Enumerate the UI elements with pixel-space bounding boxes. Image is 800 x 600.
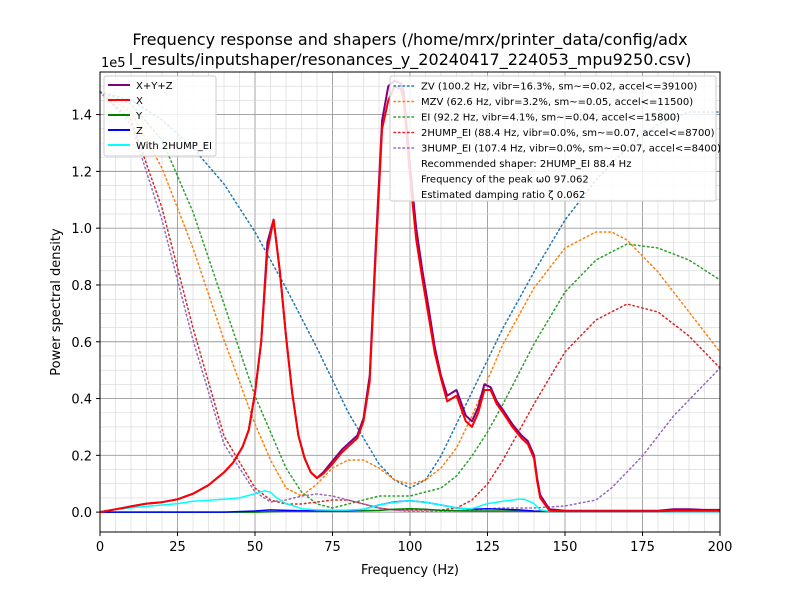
x-tick-label: 200	[708, 540, 733, 555]
x-tick-label: 100	[398, 540, 423, 555]
series-3hump-ei	[99, 91, 721, 512]
y-tick-label: 1.4	[71, 109, 92, 124]
x-tick-label: 50	[247, 540, 264, 555]
legend-left-entry: Y	[135, 111, 143, 122]
x-tick-label: 25	[169, 540, 186, 555]
y-exponent-label: 1e5	[101, 56, 126, 71]
legend-right-entry: Estimated damping ratio ζ 0.062	[421, 190, 585, 201]
y-tick-label: 0.4	[71, 393, 92, 408]
x-tick-label: 175	[630, 540, 655, 555]
y-tick-label: 0.2	[71, 449, 92, 464]
x-tick-label: 125	[475, 540, 500, 555]
y-axis-label: Power spectral density	[49, 228, 64, 376]
legend-left: X+Y+Z XYZ With 2HUMP_EI	[103, 75, 217, 157]
legend-right: ZV (100.2 Hz, vibr=16.3%, sm~=0.02, acce…	[389, 75, 721, 202]
x-axis-label: Frequency (Hz)	[361, 563, 459, 578]
legend-right-entry: MZV (62.6 Hz, vibr=3.2%, sm~=0.05, accel…	[421, 97, 693, 108]
legend-left-entry: With 2HUMP_EI	[136, 141, 212, 152]
legend-right-box	[389, 75, 717, 202]
series-ei	[99, 91, 721, 509]
x-tick-label: 0	[96, 540, 104, 555]
legend-right-entry: 3HUMP_EI (107.4 Hz, vibr=0.0%, sm~=0.07,…	[421, 144, 721, 155]
axis-ticks: 0 25 50 75 100 125 150 175 200 0.0 0.2 0.4 0.6 0.8 1.0…	[71, 109, 732, 555]
legend-right-entry: Frequency of the peak ω0 97.062	[421, 175, 589, 186]
legend-left-entry: Z	[136, 126, 143, 137]
chart-title-line1: Frequency response and shapers (/home/mr…	[132, 30, 687, 50]
legend-right-entry: ZV (100.2 Hz, vibr=16.3%, sm~=0.02, acce…	[421, 82, 697, 93]
x-tick-label: 75	[324, 540, 341, 555]
y-tick-label: 1.0	[71, 222, 92, 237]
series-with-2hump-ei	[99, 490, 720, 513]
y-tick-label: 0.0	[71, 506, 92, 521]
chart-title-line2: l_results/inputshaper/resonances_y_20240…	[129, 50, 692, 70]
y-tick-label: 0.8	[71, 279, 92, 294]
legend-left-entry: X+Y+Z	[136, 81, 173, 92]
legend-right-entry: 2HUMP_EI (88.4 Hz, vibr=0.0%, sm~=0.07, …	[421, 128, 715, 139]
legend-right-entry: EI (92.2 Hz, vibr=4.1%, sm~=0.04, accel<…	[421, 113, 680, 124]
y-tick-label: 1.2	[71, 165, 92, 180]
x-tick-label: 150	[553, 540, 578, 555]
legend-left-entry: X	[136, 96, 143, 107]
legend-left-box	[103, 75, 217, 157]
series-group	[99, 79, 721, 514]
y-tick-label: 0.6	[71, 336, 92, 351]
series-mzv	[99, 91, 721, 497]
legend-right-entry: Recommended shaper: 2HUMP_EI 88.4 Hz	[421, 159, 631, 170]
